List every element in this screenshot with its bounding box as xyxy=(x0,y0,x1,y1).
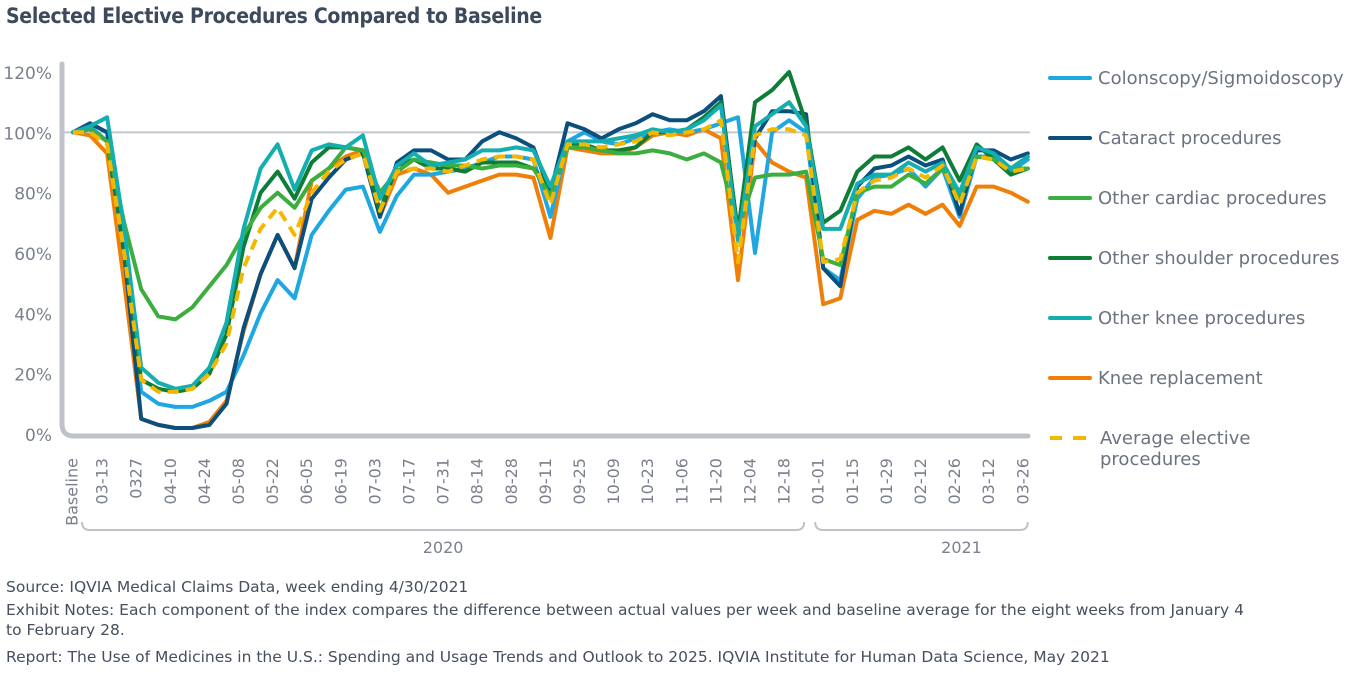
x-tick-label: 07-31 xyxy=(434,458,453,505)
legend-label: Other cardiac procedures xyxy=(1098,188,1327,209)
axes: 0% 20% 40% 60% 80% 100% 120% Baseline 03-13 0327 0… xyxy=(3,61,1032,557)
exhibit-notes: Exhibit Notes: Each component of the ind… xyxy=(6,601,1244,639)
x-tick-label: 02-26 xyxy=(945,458,964,505)
x-tick-label: 10-09 xyxy=(604,458,623,505)
series-line-other-cardiac-procedures xyxy=(71,127,1030,322)
y-tick-label: 20% xyxy=(14,366,52,386)
x-tick-label: 03-13 xyxy=(93,458,112,505)
x-tick-label: 11-20 xyxy=(706,458,725,505)
x-tick-label: 07-03 xyxy=(365,458,384,505)
x-tick-label: 06-19 xyxy=(331,458,350,505)
x-tick-label: 12-04 xyxy=(741,458,760,505)
x-tick-label: 04-10 xyxy=(161,458,180,505)
y-tick-label: 40% xyxy=(14,305,52,325)
series-line-cataract-procedures xyxy=(71,94,1030,430)
x-tick-label: 12-18 xyxy=(775,458,794,505)
line-chart: 0% 20% 40% 60% 80% 100% 120% Baseline 03-13 0327 0… xyxy=(3,61,1344,557)
y-tick-label: 100% xyxy=(3,124,52,144)
legend-label: Colonscopy/Sigmoidoscopy xyxy=(1098,68,1344,89)
year-label: 2020 xyxy=(423,538,464,557)
x-tick-label: 02-12 xyxy=(911,458,930,505)
year-label: 2021 xyxy=(941,538,982,557)
legend-label: Cataract procedures xyxy=(1098,128,1282,149)
legend-label: procedures xyxy=(1100,449,1201,470)
y-tick-label: 60% xyxy=(14,245,52,265)
chart-title: Selected Elective Procedures Compared to… xyxy=(6,4,542,28)
x-tick-label: 07-17 xyxy=(400,458,419,505)
x-tick-label: 08-28 xyxy=(502,458,521,505)
year-bracket xyxy=(81,521,806,531)
x-tick-label: 01-01 xyxy=(809,458,828,505)
legend-label: Other knee procedures xyxy=(1098,308,1305,329)
axis-frame xyxy=(59,61,1031,439)
x-tick-label: 05-22 xyxy=(263,458,282,505)
x-tick-label: 0327 xyxy=(127,458,146,499)
legend-label: Knee replacement xyxy=(1098,368,1263,389)
x-tick-label: 03-26 xyxy=(1013,458,1032,505)
series-layer xyxy=(71,70,1030,430)
x-tick-label: 01-29 xyxy=(877,458,896,505)
x-tick-label: 08-14 xyxy=(468,458,487,505)
x-tick-label: 04-24 xyxy=(195,458,214,505)
x-tick-label: 03-12 xyxy=(979,458,998,505)
x-tick-label: Baseline xyxy=(63,458,82,526)
x-tick-label: 09-11 xyxy=(536,458,555,505)
x-tick-label: 11-06 xyxy=(672,458,691,505)
y-tick-label: 120% xyxy=(3,64,52,84)
series-line-other-knee-procedures xyxy=(71,100,1030,391)
x-tick-label: 05-08 xyxy=(229,458,248,505)
legend: Colonscopy/Sigmoidoscopy Cataract procedu… xyxy=(1048,68,1344,470)
x-tick-label: 09-25 xyxy=(570,458,589,505)
x-tick-label: 06-05 xyxy=(297,458,316,505)
year-bracket xyxy=(814,521,1029,531)
y-tick-label: 0% xyxy=(25,426,52,446)
report-note: Report: The Use of Medicines in the U.S.… xyxy=(6,648,1110,666)
legend-label: Average elective xyxy=(1100,428,1250,449)
legend-label: Other shoulder procedures xyxy=(1098,248,1339,269)
x-tick-label: 10-23 xyxy=(638,458,657,505)
series-line-average-elective-procedures xyxy=(73,118,1029,394)
y-tick-label: 80% xyxy=(14,185,52,205)
x-tick-label: 01-15 xyxy=(843,458,862,505)
source-note: Source: IQVIA Medical Claims Data, week … xyxy=(6,578,469,596)
